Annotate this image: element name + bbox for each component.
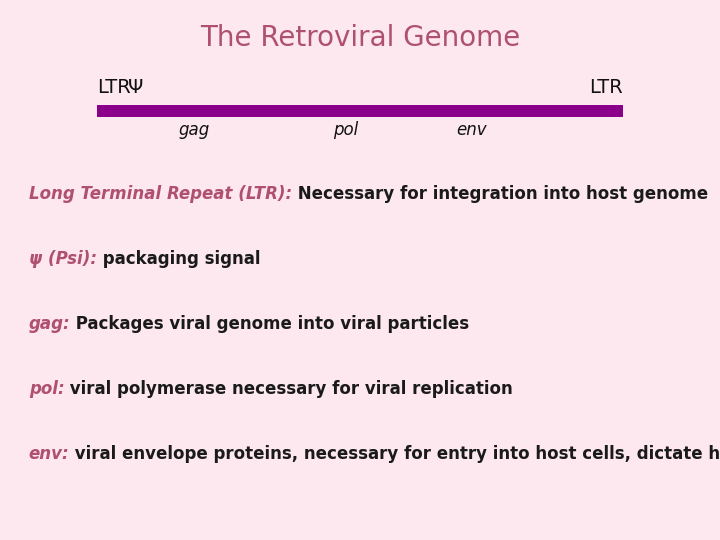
Text: The Retroviral Genome: The Retroviral Genome <box>200 24 520 52</box>
Text: Packages viral genome into viral particles: Packages viral genome into viral particl… <box>71 315 469 333</box>
Text: ψ (Psi):: ψ (Psi): <box>29 250 96 268</box>
Bar <box>97 105 623 117</box>
Text: pol: pol <box>333 120 359 139</box>
Text: env: env <box>456 120 487 139</box>
Text: gag:: gag: <box>29 315 71 333</box>
Text: env:: env: <box>29 444 69 463</box>
Text: viral envelope proteins, necessary for entry into host cells, dictate host range: viral envelope proteins, necessary for e… <box>69 444 720 463</box>
Text: gag: gag <box>179 120 210 139</box>
Text: packaging signal: packaging signal <box>96 250 261 268</box>
Text: Necessary for integration into host genome: Necessary for integration into host geno… <box>292 185 708 204</box>
Text: LTR: LTR <box>589 78 623 97</box>
Text: viral polymerase necessary for viral replication: viral polymerase necessary for viral rep… <box>64 380 513 398</box>
Text: Long Terminal Repeat (LTR):: Long Terminal Repeat (LTR): <box>29 185 292 204</box>
Text: pol:: pol: <box>29 380 64 398</box>
Text: LTR: LTR <box>97 78 131 97</box>
Text: Ψ: Ψ <box>127 78 143 97</box>
